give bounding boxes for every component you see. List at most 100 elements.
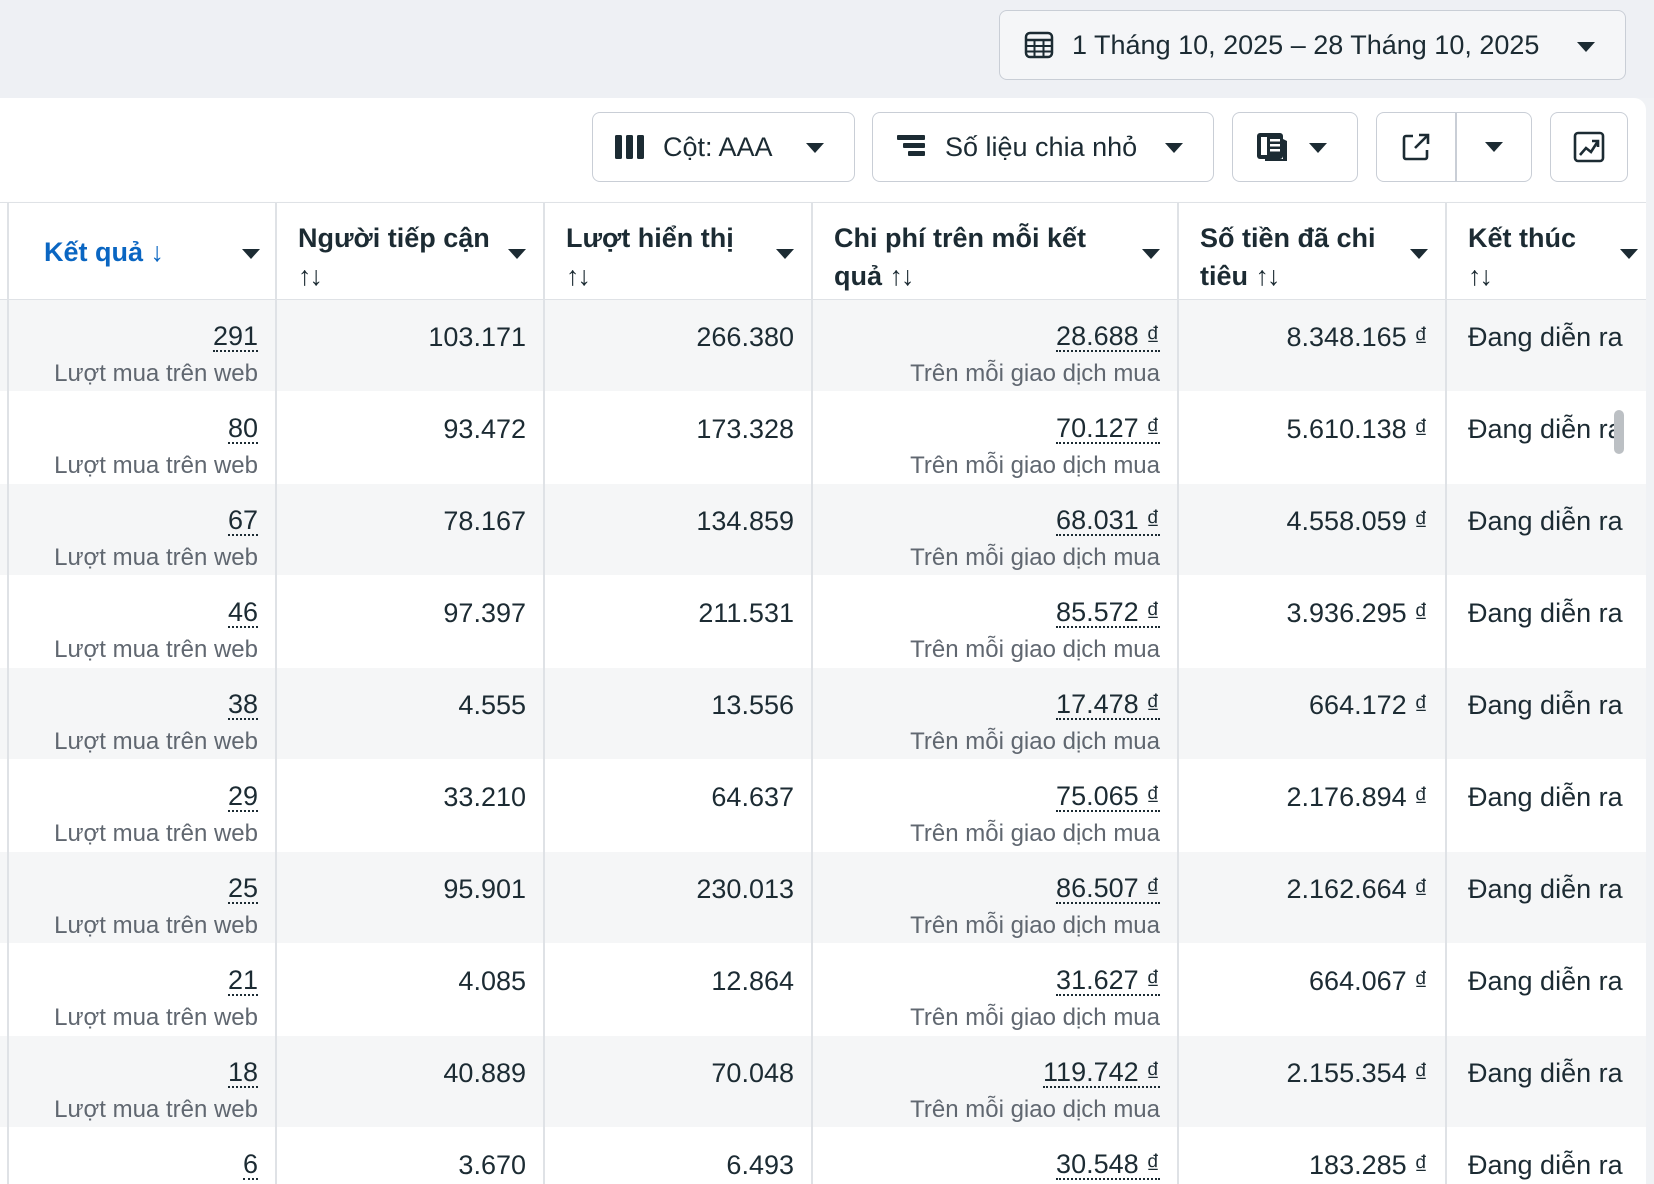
chevron-down-icon[interactable]: [508, 249, 526, 259]
cost-per-result-value[interactable]: 68.031 ₫: [1056, 505, 1160, 536]
chevron-down-icon[interactable]: [1142, 249, 1160, 259]
result-value[interactable]: 25: [227, 873, 258, 904]
chevron-down-icon: [1309, 143, 1327, 153]
impressions-value: 211.531: [698, 598, 794, 628]
cost-per-result-value[interactable]: 70.127 ₫: [1056, 413, 1160, 444]
cell-results: 38 Lượt mua trên web: [8, 668, 276, 759]
chevron-down-icon[interactable]: [1620, 249, 1638, 259]
cost-per-result-value[interactable]: 30.548 ₫: [1056, 1149, 1160, 1180]
table-row[interactable]: 25 Lượt mua trên web 95.901 230.013 86.507 ₫…: [0, 852, 1646, 943]
reports-icon: [1257, 133, 1287, 161]
reach-value: 97.397: [443, 598, 526, 628]
cell-results: 25 Lượt mua trên web: [8, 852, 276, 943]
impressions-value: 13.556: [711, 690, 794, 720]
cell-ends: Đang diễn ra: [1446, 668, 1646, 759]
column-header-amount-spent[interactable]: Số tiền đã chi tiêu ↑↓: [1178, 203, 1446, 299]
table-row[interactable]: 80 Lượt mua trên web 93.472 173.328 70.127 ₫…: [0, 392, 1646, 483]
cell-impressions: 13.556: [544, 668, 812, 759]
amount-spent-value: 2.176.894 ₫: [1286, 782, 1428, 812]
cell-cost-per-result: 85.572 ₫ Trên mỗi giao dịch mua: [812, 576, 1178, 667]
result-value[interactable]: 291: [212, 321, 258, 352]
vertical-scrollbar-thumb[interactable]: [1614, 410, 1624, 454]
cost-per-result-value[interactable]: 17.478 ₫: [1056, 689, 1160, 720]
result-value[interactable]: 67: [227, 505, 258, 536]
impressions-value: 230.013: [696, 874, 794, 904]
chevron-down-icon: [1577, 42, 1595, 52]
cost-sublabel: Trên mỗi giao dịch mua: [910, 912, 1160, 939]
breakdown-button[interactable]: Số liệu chia nhỏ: [872, 112, 1214, 182]
reports-button[interactable]: [1232, 112, 1358, 182]
impressions-value: 134.859: [696, 506, 794, 536]
table-row[interactable]: 38 Lượt mua trên web 4.555 13.556 17.478 ₫ Tr…: [0, 668, 1646, 759]
amount-spent-value: 664.172 ₫: [1309, 690, 1428, 720]
sort-icon: ↑↓: [1468, 261, 1493, 291]
cell-impressions: 6.493: [544, 1128, 812, 1184]
cell-reach: 103.171: [276, 300, 544, 391]
result-sublabel: Lượt mua trên web: [54, 912, 258, 939]
result-sublabel: Lượt mua trên web: [54, 636, 258, 663]
cell-cost-per-result: 70.127 ₫ Trên mỗi giao dịch mua: [812, 392, 1178, 483]
chevron-down-icon[interactable]: [776, 249, 794, 259]
result-value[interactable]: 6: [242, 1149, 258, 1180]
result-value[interactable]: 46: [227, 597, 258, 628]
table-row[interactable]: 291 Lượt mua trên web 103.171 266.380 28.688…: [0, 300, 1646, 391]
sort-descending-icon: ↓: [150, 237, 165, 267]
column-header-impressions[interactable]: Lượt hiển thị ↑↓: [544, 203, 812, 299]
column-header-results[interactable]: Kết quả ↓: [8, 203, 276, 299]
table-row[interactable]: 67 Lượt mua trên web 78.167 134.859 68.031 ₫…: [0, 484, 1646, 575]
chevron-down-icon[interactable]: [242, 249, 260, 259]
cell-amount-spent: 4.558.059 ₫: [1178, 484, 1446, 575]
table-row[interactable]: 29 Lượt mua trên web 33.210 64.637 75.065 ₫ T…: [0, 760, 1646, 851]
date-range-button[interactable]: 1 Tháng 10, 2025 – 28 Tháng 10, 2025: [999, 10, 1626, 80]
export-button[interactable]: [1377, 113, 1455, 180]
export-options-button[interactable]: [1457, 113, 1531, 180]
result-value[interactable]: 18: [227, 1057, 258, 1088]
reach-value: 4.555: [458, 690, 526, 720]
cell-ends: Đang diễn ra: [1446, 944, 1646, 1035]
impressions-value: 64.637: [711, 782, 794, 812]
cell-ends: Đang diễn ra: [1446, 300, 1646, 391]
chevron-down-icon[interactable]: [1410, 249, 1428, 259]
amount-spent-value: 4.558.059 ₫: [1286, 506, 1428, 536]
cost-per-result-value[interactable]: 86.507 ₫: [1056, 873, 1160, 904]
cost-per-result-value[interactable]: 119.742 ₫: [1043, 1057, 1160, 1088]
amount-spent-value: 2.162.664 ₫: [1286, 874, 1428, 904]
cell-ends: Đang diễn ra: [1446, 1036, 1646, 1127]
cell-impressions: 266.380: [544, 300, 812, 391]
result-value[interactable]: 80: [227, 413, 258, 444]
column-header-cost-per-result[interactable]: Chi phí trên mỗi kết quả ↑↓: [812, 203, 1178, 299]
amount-spent-value: 3.936.295 ₫: [1286, 598, 1428, 628]
columns-button[interactable]: Cột: AAA: [592, 112, 855, 182]
column-title: Kết thúc ↑↓: [1468, 223, 1576, 291]
cell-results: 67 Lượt mua trên web: [8, 484, 276, 575]
chevron-down-icon: [806, 143, 824, 153]
cost-per-result-value[interactable]: 28.688 ₫: [1056, 321, 1160, 352]
cost-per-result-value[interactable]: 85.572 ₫: [1056, 597, 1160, 628]
button-divider: [1455, 113, 1457, 181]
result-value[interactable]: 29: [227, 781, 258, 812]
cost-per-result-value[interactable]: 75.065 ₫: [1056, 781, 1160, 812]
view-charts-button[interactable]: [1550, 112, 1628, 182]
cell-amount-spent: 8.348.165 ₫: [1178, 300, 1446, 391]
result-value[interactable]: 38: [227, 689, 258, 720]
column-header-reach[interactable]: Người tiếp cận ↑↓: [276, 203, 544, 299]
column-divider: [1177, 202, 1179, 1184]
cost-per-result-value[interactable]: 31.627 ₫: [1056, 965, 1160, 996]
table-row[interactable]: 46 Lượt mua trên web 97.397 211.531 85.572 ₫…: [0, 576, 1646, 667]
cost-sublabel: Trên mỗi giao dịch mua: [910, 452, 1160, 479]
cost-sublabel: Trên mỗi giao dịch mua: [910, 544, 1160, 571]
cell-reach: 4.555: [276, 668, 544, 759]
column-title: Số tiền đã chi tiêu ↑↓: [1200, 223, 1376, 291]
column-divider: [811, 202, 813, 1184]
table-row[interactable]: 18 Lượt mua trên web 40.889 70.048 119.742 ₫…: [0, 1036, 1646, 1127]
result-value[interactable]: 21: [227, 965, 258, 996]
cell-results: 80 Lượt mua trên web: [8, 392, 276, 483]
column-divider: [7, 202, 9, 1184]
column-header-ends[interactable]: Kết thúc ↑↓: [1446, 203, 1646, 299]
table-header: Kết quả ↓ Người tiếp cận ↑↓ Lượt hiển thị…: [0, 202, 1646, 300]
table-row[interactable]: 21 Lượt mua trên web 4.085 12.864 31.627 ₫ Tr…: [0, 944, 1646, 1035]
impressions-value: 173.328: [696, 414, 794, 444]
columns-icon: [615, 135, 644, 159]
cost-sublabel: Trên mỗi giao dịch mua: [910, 360, 1160, 387]
